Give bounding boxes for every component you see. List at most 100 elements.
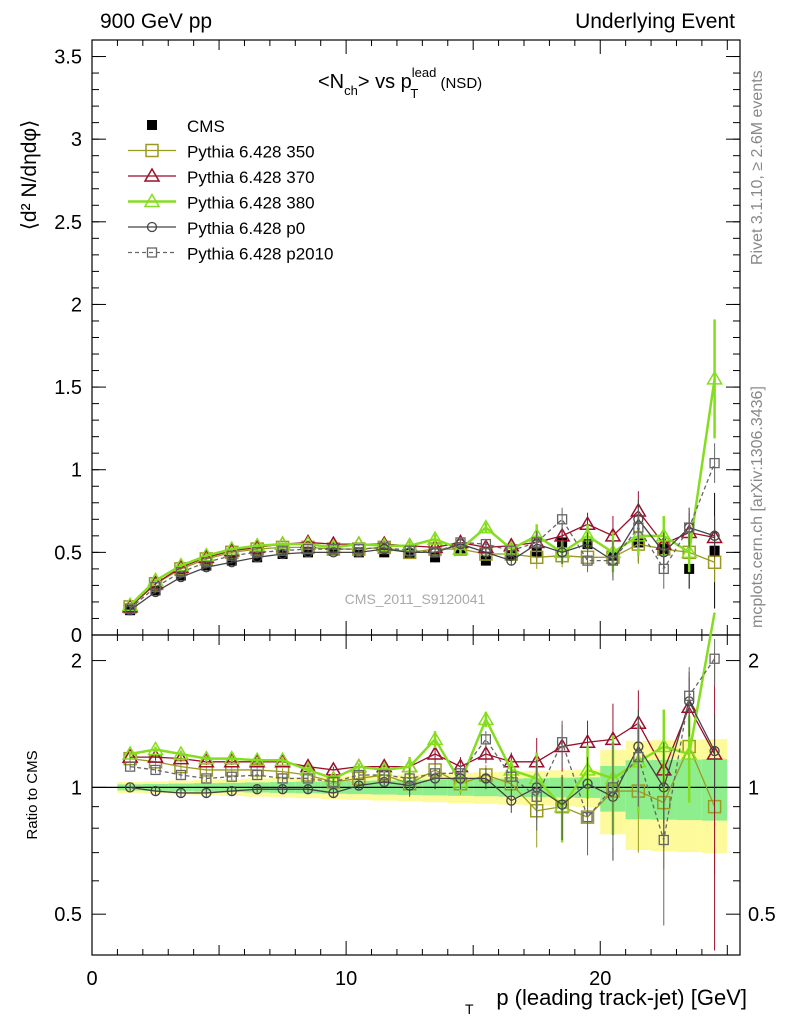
- ratio-point: [426, 730, 444, 746]
- ratio-point: [480, 773, 492, 784]
- title-sup: lead: [412, 65, 437, 80]
- ratio-point: [277, 784, 288, 795]
- ratio-point: [531, 791, 542, 802]
- data-point: [452, 540, 469, 555]
- data-point: [582, 555, 593, 566]
- y-tick-label-ratio-right: 0.5: [748, 904, 776, 926]
- x-axis-label-sub: T: [465, 1001, 474, 1017]
- data-point: [556, 547, 568, 558]
- y-tick-label-main: 2.5: [54, 212, 82, 234]
- ratio-point: [328, 787, 339, 799]
- series-line: [129, 378, 716, 607]
- legend-item: Pythia 6.428 350: [128, 143, 315, 162]
- y-tick-label-main: 3: [71, 129, 82, 151]
- ratio-point: [325, 761, 342, 776]
- legend-item: Pythia 6.428 p2010: [128, 245, 334, 264]
- y-axis-label-ratio: Ratio to CMS: [24, 750, 41, 839]
- title-sub1: ch: [344, 83, 358, 98]
- data-point: [684, 522, 695, 533]
- legend-label: Pythia 6.428 380: [187, 194, 315, 213]
- legend-label: Pythia 6.428 370: [187, 168, 315, 187]
- ratio-point: [252, 769, 263, 781]
- data-point: [328, 543, 339, 555]
- ratio-point: [477, 745, 495, 760]
- ratio-point: [556, 737, 568, 748]
- legend-marker: [145, 143, 159, 158]
- data-point: [658, 563, 669, 575]
- data-point: [252, 547, 263, 558]
- y-tick-label-ratio-right: 1: [748, 777, 759, 799]
- ratio-point: [302, 773, 314, 784]
- ratio-point: [556, 799, 568, 810]
- data-point: [429, 547, 441, 558]
- rivet-label: Rivet 3.1.10, ≥ 2.6M events: [749, 70, 766, 265]
- x-axis-label-main: p (leading track-jet) [GeV]: [496, 985, 747, 1010]
- y-tick-label-ratio: 2: [71, 651, 82, 673]
- x-tick-label: 20: [589, 968, 611, 990]
- ratio-point: [658, 834, 669, 846]
- data-point: [404, 545, 415, 556]
- x-tick-label: 10: [335, 968, 357, 990]
- ratio-point: [223, 750, 241, 765]
- ratio-point: [328, 776, 339, 788]
- legend-marker: [146, 221, 158, 233]
- ratio-point: [198, 750, 215, 765]
- data-point: [477, 519, 495, 534]
- ratio-point: [226, 771, 237, 782]
- ratio-point: [198, 753, 215, 768]
- data-point: [531, 537, 542, 548]
- ratio-point: [124, 782, 136, 793]
- y-tick-label-ratio-right: 2: [748, 651, 759, 673]
- ratio-point: [709, 745, 720, 757]
- series-line: [129, 462, 716, 610]
- legend-marker: [146, 247, 158, 258]
- ratio-point: [277, 773, 288, 784]
- mcplots-label: mcplots.cern.ch [arXiv:1306.3436]: [749, 386, 766, 628]
- ratio-point: [607, 782, 619, 793]
- ratio-point: [582, 811, 593, 823]
- data-point: [680, 543, 698, 559]
- watermark-label: CMS_2011_S9120041: [345, 591, 486, 607]
- data-point: [150, 581, 161, 593]
- data-point: [633, 522, 644, 533]
- ratio-point: [353, 780, 364, 791]
- ratio-point: [201, 773, 212, 784]
- ratio-point: [121, 745, 139, 760]
- header-left: 900 GeV pp: [100, 10, 212, 33]
- data-series: [121, 319, 723, 951]
- ratio-point: [506, 795, 517, 806]
- data-point: [226, 557, 237, 568]
- title-mid: > vs p: [358, 71, 412, 93]
- data-point: [426, 530, 444, 545]
- ratio-point: [226, 785, 237, 797]
- ratio-point: [455, 768, 466, 779]
- ratio-point: [506, 771, 517, 782]
- data-point: [201, 557, 212, 568]
- ratio-point: [175, 787, 187, 799]
- chart-title: <Nch> vs plead T (NSD): [318, 65, 482, 101]
- title-sub2: T: [410, 86, 418, 101]
- legend-marker: [143, 193, 161, 208]
- data-point: [506, 555, 517, 566]
- data-point: [709, 457, 720, 469]
- x-axis-label: p (leading track-jet) [GeV]: [496, 985, 747, 1010]
- ratio-point: [633, 751, 644, 763]
- ratio-point: [709, 653, 720, 664]
- data-point: [175, 567, 187, 578]
- y-tick-label-main: 2: [71, 294, 82, 316]
- ratio-point: [172, 750, 190, 765]
- ratio-point: [175, 769, 187, 781]
- ratio-point: [404, 773, 415, 784]
- data-point: [379, 542, 390, 553]
- ratio-point: [223, 753, 241, 768]
- y-tick-label-main: 0.5: [54, 542, 82, 564]
- ratio-point: [248, 751, 266, 766]
- y-axis-label-main: ⟨d² N/dηdφ⟩: [18, 120, 41, 231]
- ratio-point: [150, 764, 161, 776]
- ratio-point: [252, 784, 263, 795]
- ratio-point: [147, 748, 164, 763]
- y-tick-label-main: 0: [71, 625, 82, 647]
- y-tick-label-main: 1: [71, 460, 82, 482]
- legend-label: Pythia 6.428 p2010: [187, 245, 334, 264]
